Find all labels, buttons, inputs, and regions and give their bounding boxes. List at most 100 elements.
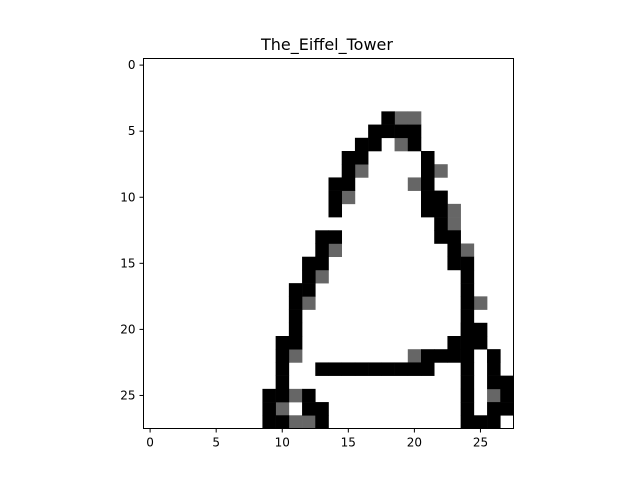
plot-frame [143,58,514,429]
heatmap-cell-dark [394,362,409,376]
heatmap-cell-dark [288,336,303,350]
heatmap-cell-mid [487,388,501,403]
heatmap-cell-dark [302,256,316,271]
heatmap-cell-mid [407,111,422,125]
heatmap-cell-dark [302,269,316,284]
heatmap-cell-mid [288,415,303,429]
heatmap-cell-dark [447,230,461,244]
x-axis: 0 5 10 15 20 25 [146,428,488,450]
heatmap-cell-mid [328,243,343,258]
heatmap-cell-dark [460,322,475,337]
heatmap-cell-dark [341,362,356,376]
heatmap-cell-dark [447,336,461,350]
heatmap-cell-dark [354,362,369,376]
heatmap-cell-dark [368,362,382,376]
heatmap-cell-mid [447,217,461,231]
heatmap-cell-dark [487,349,501,363]
heatmap-cell-dark [447,256,461,271]
x-tick-label: 20 [407,436,422,450]
chart-title: The_Eiffel_Tower [260,35,393,55]
y-tick-label: 20 [120,322,135,336]
heatmap-cell-dark [460,402,475,416]
heatmap-cell-dark [473,415,488,429]
heatmap-cell-dark [447,349,461,363]
heatmap-cell-dark [341,151,356,165]
heatmap-cell-mid [407,349,422,363]
heatmap-cell-dark [262,402,276,416]
heatmap-cell-dark [460,283,475,297]
heatmap-cell-dark [434,349,448,363]
heatmap-cell-dark [407,124,422,139]
y-tick-label: 10 [120,190,135,204]
y-tick-label: 15 [120,256,135,270]
heatmap-cell-dark [354,151,369,165]
heatmap-cell-dark [407,137,422,152]
heatmap-cell-dark [315,256,329,271]
heatmap-cell-dark [288,296,303,310]
heatmap-cell-dark [394,124,409,139]
heatmap-cell-mid [302,296,316,310]
heatmap-cell-dark [328,362,343,376]
heatmap-cell-dark [421,190,435,205]
heatmap-cell-mid [354,164,369,178]
heatmap-cell-dark [421,349,435,363]
heatmap-cell-dark [315,402,329,416]
heatmap-cell-dark [275,349,290,363]
heatmap-cell-dark [460,415,475,429]
heatmap-cell-dark [407,362,422,376]
x-tick-label: 15 [341,436,356,450]
heatmap-cell-dark [275,362,290,376]
heatmap-cell-mid [394,137,409,152]
heatmap-cell-dark [500,375,514,390]
heatmap-cell-dark [354,137,369,152]
heatmap-cell-dark [262,388,276,403]
heatmap-cell-mid [288,388,303,403]
heatmap-cell-dark [381,111,395,125]
heatmap-cell-dark [460,336,475,350]
y-axis: 0 5 10 15 20 25 [120,58,144,402]
heatmap-cell-mid [434,164,448,178]
heatmap-cell-dark [460,388,475,403]
heatmap-cell-dark [381,362,395,376]
y-tick-label: 5 [128,124,136,138]
heatmap-cell-mid [288,349,303,363]
heatmap-cell-dark [288,322,303,337]
y-tick-label: 0 [128,58,136,72]
heatmap-cell-mid [394,111,409,125]
heatmap-cell-dark [487,402,501,416]
heatmap-cell-dark [302,402,316,416]
heatmap-cell-dark [434,217,448,231]
heatmap-cell-dark [262,415,276,429]
x-tick-label: 0 [146,436,154,450]
heatmap-cell-dark [368,137,382,152]
heatmap-cell-dark [487,415,501,429]
heatmap-cell-dark [328,177,343,191]
heatmap-cell-dark [368,124,382,139]
heatmap-cell-dark [315,415,329,429]
heatmap-cell-mid [447,203,461,218]
heatmap-cell-mid [460,243,475,258]
heatmap-cell-dark [341,177,356,191]
heatmap-cell-dark [328,203,343,218]
x-tick-label: 5 [212,436,220,450]
heatmap-cell-dark [421,203,435,218]
heatmap-cell-dark [434,203,448,218]
heatmap-cell-dark [275,336,290,350]
heatmap-cell-dark [434,230,448,244]
heatmap-cell-dark [421,164,435,178]
y-tick-label: 25 [120,388,135,402]
heatmap-cell-dark [473,336,488,350]
heatmap-cell-dark [328,230,343,244]
heatmap-cell-dark [315,243,329,258]
heatmap-cell-dark [460,362,475,376]
heatmap-cell-dark [434,190,448,205]
heatmap-cell-mid [302,415,316,429]
heatmap-cell-dark [421,151,435,165]
heatmap-cell-mid [275,402,290,416]
heatmap-cell-dark [315,362,329,376]
heatmap-cell-dark [302,283,316,297]
heatmap-cell-dark [460,269,475,284]
heatmap-cell-dark [447,243,461,258]
heatmap-cell-dark [275,375,290,390]
